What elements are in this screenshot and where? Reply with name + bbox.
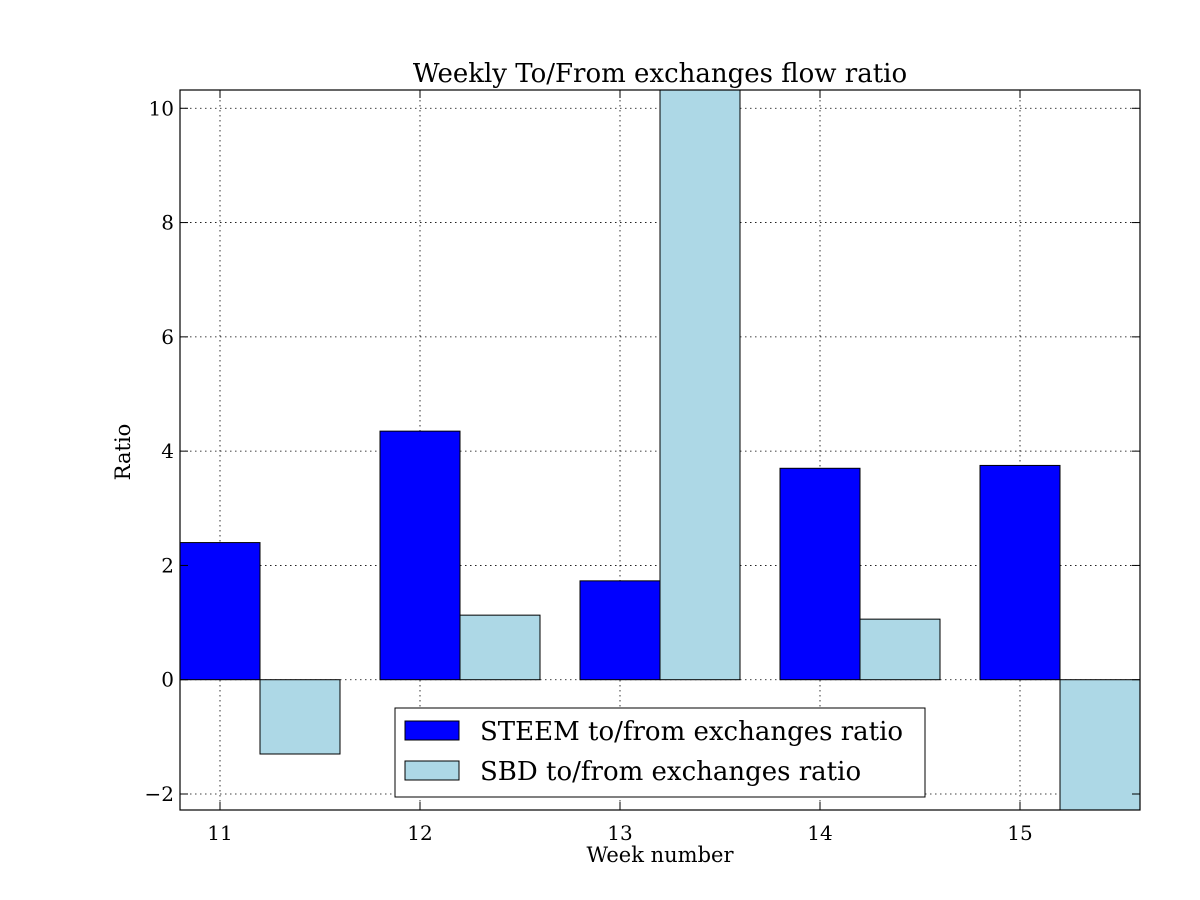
legend-swatch-steem — [404, 720, 460, 741]
bar-series-1-week-14 — [859, 618, 941, 681]
bars — [180, 90, 1140, 810]
bar-series-1-week-12 — [459, 614, 541, 681]
y-tick-label: −2 — [145, 782, 174, 806]
x-tick-label: 15 — [1007, 821, 1032, 845]
axis-ticks: −2 0 2 4 6 8 10 11 12 13 14 15 — [145, 90, 1140, 845]
chart-title: Weekly To/From exchanges flow ratio — [413, 59, 907, 89]
bar-series-1-week-15 — [1059, 679, 1140, 810]
legend: STEEM to/from exchanges ratio SBD to/fro… — [394, 707, 926, 798]
y-tick-label: 10 — [149, 96, 174, 120]
bar-series-0-week-12 — [379, 430, 461, 681]
y-tick-label: 0 — [161, 668, 174, 692]
y-tick-label: 8 — [161, 211, 174, 235]
plot-frame — [179, 89, 1141, 811]
x-tick-label: 11 — [207, 821, 232, 845]
legend-swatch-sbd — [404, 760, 460, 781]
bar-series-0-week-14 — [779, 467, 861, 681]
y-tick-label: 4 — [161, 439, 174, 463]
x-axis-label: Week number — [587, 843, 735, 867]
y-tick-label: 6 — [161, 325, 174, 349]
legend-label-steem: STEEM to/from exchanges ratio — [480, 717, 903, 747]
y-axis-label: Ratio — [111, 424, 135, 481]
y-tick-label: 2 — [161, 553, 174, 577]
bar-series-0-week-13 — [579, 580, 661, 681]
bar-series-1-week-11 — [259, 679, 341, 755]
x-tick-label: 12 — [407, 821, 432, 845]
x-tick-label: 13 — [607, 821, 632, 845]
legend-box — [394, 707, 926, 798]
x-tick-label: 14 — [807, 821, 832, 845]
bar-series-0-week-11 — [180, 542, 261, 681]
bar-series-1-week-13 — [659, 90, 741, 681]
bar-series-0-week-15 — [979, 464, 1061, 681]
legend-label-sbd: SBD to/from exchanges ratio — [480, 757, 861, 787]
